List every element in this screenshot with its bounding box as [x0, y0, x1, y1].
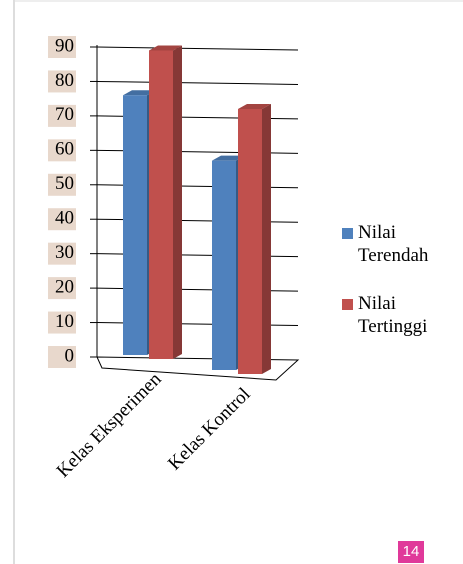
y-tick-label: 20 [55, 276, 74, 297]
y-tick-label: 50 [55, 173, 74, 194]
page-number: 14 [398, 541, 424, 563]
tick-highlight [48, 242, 76, 265]
tick-highlight [48, 311, 76, 334]
x-tick-label: Kelas Kontrol [164, 384, 255, 475]
legend-swatch [342, 299, 353, 310]
y-tick-label: 40 [55, 208, 74, 229]
tick-highlight [48, 139, 76, 162]
y-tick-label: 90 [55, 35, 74, 56]
tick-highlight [48, 277, 76, 300]
y-tick-label: 80 [55, 70, 74, 91]
bar [123, 95, 147, 355]
y-tick-label: 30 [55, 242, 74, 263]
tick-highlight [48, 208, 76, 231]
legend-entry: Nilai Tertinggi [358, 293, 428, 337]
grid-line [96, 80, 299, 85]
y-tick-label: 10 [55, 311, 74, 332]
x-tick-label: Kelas Eksperimen [53, 368, 166, 481]
y-tick-label: 60 [55, 139, 74, 160]
tick-highlight [48, 36, 76, 58]
bar [238, 109, 262, 374]
bar-side [173, 45, 182, 359]
bar-top [149, 45, 182, 51]
tick-highlight [48, 173, 76, 196]
tick-highlight [48, 70, 76, 93]
grid-line [96, 46, 299, 51]
legend-swatch [342, 228, 353, 239]
y-tick-label: 70 [55, 104, 74, 125]
bar [149, 50, 173, 359]
tick-highlight [48, 104, 76, 127]
bar-side [262, 104, 271, 374]
bar [212, 160, 236, 370]
bar-top [238, 104, 271, 109]
y-tick-label: 0 [65, 345, 75, 366]
bar-top [123, 90, 156, 96]
legend-entry: Nilai Terendah [358, 222, 429, 266]
bar-top [212, 155, 245, 161]
tick-highlight [48, 346, 76, 368]
